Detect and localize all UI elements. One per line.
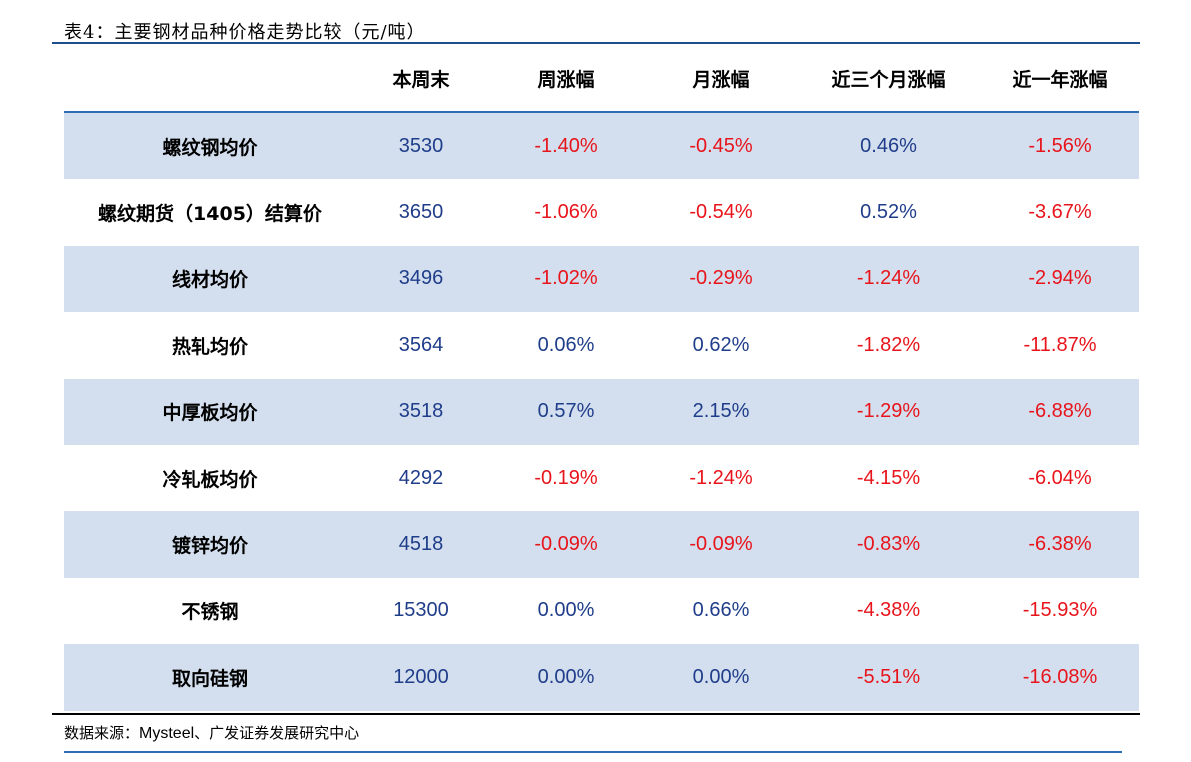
three-month-change-cell: -4.15% [856,466,921,489]
weekly-change-cell: -0.19% [534,466,598,489]
week-end-price-cell: 15300 [393,599,449,622]
weekly-change-cell: 0.00% [537,599,595,622]
table-body: 螺纹钢均价 3530 -1.40% -0.45% 0.46% -1.56% 螺纹期货（140… [64,113,1139,711]
table-row: 热轧均价 3564 0.06% 0.62% -1.82% -11.87% [64,312,1139,378]
table-row: 螺纹钢均价 3530 -1.40% -0.45% 0.46% -1.56% [64,113,1139,180]
weekly-change-cell: 0.06% [537,333,595,356]
three-month-change-cell: 0.52% [860,201,917,224]
monthly-change-cell: -0.54% [689,201,753,224]
price-comparison-table: 本周末 周涨幅 月涨幅 近三个月涨幅 近一年涨幅 螺纹钢均价 3530 -1.40%… [64,45,1139,711]
header-yearly-change: 近一年涨幅 [1012,68,1108,91]
monthly-change-cell: 0.00% [692,665,750,688]
yearly-change-cell: -6.88% [1028,400,1092,423]
yearly-change-cell: -15.93% [1022,599,1098,622]
product-name-cell: 取向硅钢 [171,667,248,690]
weekly-change-cell: -1.40% [534,134,598,157]
week-end-price-cell: 3496 [398,267,444,290]
three-month-change-cell: -0.83% [856,533,921,556]
three-month-change-cell: -1.82% [856,333,921,356]
weekly-change-cell: -0.09% [534,533,598,556]
yearly-change-cell: -3.67% [1028,201,1092,224]
table-row: 螺纹期货（1405）结算价 3650 -1.06% -0.54% 0.52% -3.67% [64,179,1139,245]
weekly-change-cell: 0.57% [537,400,595,423]
table-row: 线材均价 3496 -1.02% -0.29% -1.24% -2.94% [64,245,1139,313]
product-name-cell: 线材均价 [171,269,248,292]
monthly-change-cell: 2.15% [692,400,750,423]
yearly-change-cell: -6.38% [1028,533,1092,556]
three-month-change-cell: -1.29% [856,400,921,423]
week-end-price-cell: 3530 [398,134,444,157]
product-name-cell: 螺纹期货（1405）结算价 [98,203,322,226]
table-row: 取向硅钢 12000 0.00% 0.00% -5.51% -16.08% [64,644,1139,711]
week-end-price-cell: 3564 [398,333,444,356]
table-caption: 表4：主要钢材品种价格走势比较（元/吨） [64,22,426,43]
monthly-change-cell: -0.09% [689,533,753,556]
three-month-change-cell: -5.51% [856,665,921,688]
header-monthly-change: 月涨幅 [692,68,750,91]
yearly-change-cell: -11.87% [1023,333,1097,356]
monthly-change-cell: -1.24% [689,466,753,489]
monthly-change-cell: 0.66% [692,599,750,622]
yearly-change-cell: -6.04% [1028,466,1092,489]
table-header-row: 本周末 周涨幅 月涨幅 近三个月涨幅 近一年涨幅 [64,45,1139,113]
week-end-price-cell: 4292 [398,466,444,489]
source-brand: Mysteel [139,725,195,742]
source-prefix: 数据来源： [64,724,140,742]
week-end-price-cell: 3518 [398,400,444,423]
product-name-cell: 镀锌均价 [171,535,248,558]
table-row: 不锈钢 15300 0.00% 0.66% -4.38% -15.93% [64,578,1139,644]
weekly-change-cell: -1.02% [534,267,598,290]
week-end-price-cell: 3650 [398,201,444,224]
three-month-change-cell: -1.24% [856,267,921,290]
table-row: 中厚板均价 3518 0.57% 2.15% -1.29% -6.88% [64,378,1139,445]
yearly-change-cell: -16.08% [1022,665,1098,688]
yearly-change-cell: -2.94% [1028,267,1092,290]
three-month-change-cell: -4.38% [856,599,921,622]
table-row: 镀锌均价 4518 -0.09% -0.09% -0.83% -6.38% [64,511,1139,578]
data-source-note: 数据来源：Mysteel、广发证券发展研究中心 [64,722,359,743]
caption-divider [52,42,1140,44]
header-product [64,45,356,111]
weekly-change-cell: -1.06% [534,201,598,224]
header-weekly-change: 周涨幅 [537,68,595,91]
source-suffix: 、广发证券发展研究中心 [194,724,360,742]
product-name-cell: 螺纹钢均价 [162,136,258,159]
footer-divider [64,751,1122,753]
monthly-change-cell: -0.45% [689,134,753,157]
table-bottom-divider [52,713,1140,715]
yearly-change-cell: -1.56% [1028,134,1092,157]
week-end-price-cell: 12000 [393,665,449,688]
header-three-month-change: 近三个月涨幅 [831,68,946,91]
product-name-cell: 冷轧板均价 [162,468,258,491]
weekly-change-cell: 0.00% [537,665,595,688]
week-end-price-cell: 4518 [398,533,444,556]
monthly-change-cell: 0.62% [692,333,750,356]
product-name-cell: 中厚板均价 [162,402,258,425]
header-week-end-price: 本周末 [392,68,450,91]
three-month-change-cell: 0.46% [860,134,917,157]
table-row: 冷轧板均价 4292 -0.19% -1.24% -4.15% -6.04% [64,445,1139,511]
product-name-cell: 热轧均价 [171,335,248,358]
monthly-change-cell: -0.29% [689,267,753,290]
product-name-cell: 不锈钢 [181,601,239,624]
